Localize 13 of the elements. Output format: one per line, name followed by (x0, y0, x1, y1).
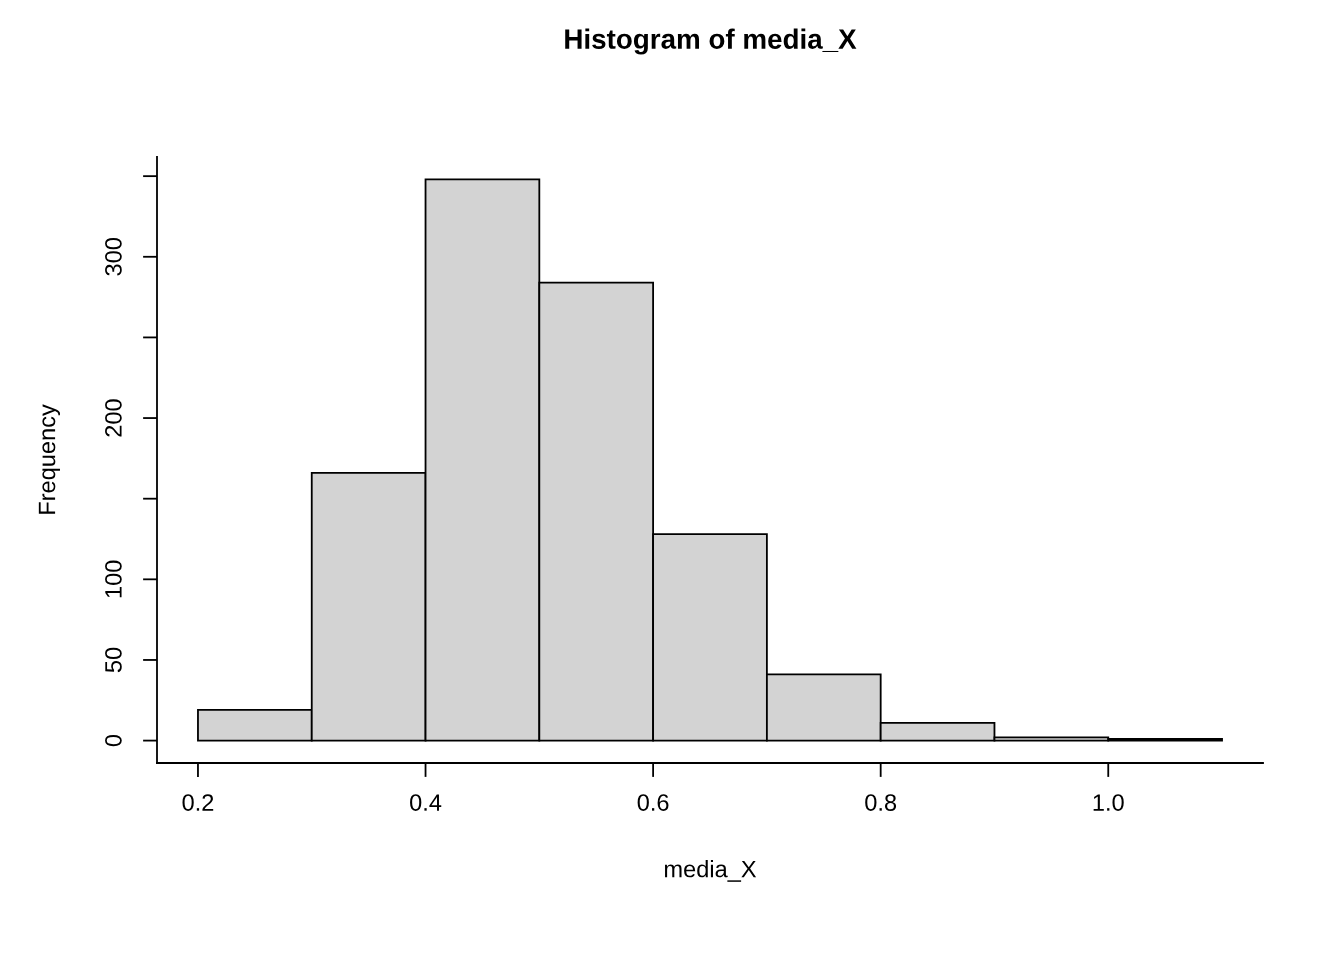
y-tick-label: 50 (105, 647, 122, 673)
x-tick-label: 0.6 (637, 794, 669, 811)
x-tick-label: 0.4 (410, 794, 442, 811)
y-tick-label: 200 (105, 399, 122, 437)
y-axis-title: Frequency (38, 404, 60, 514)
y-tick-label: 0 (105, 734, 122, 747)
chart-title: Histogram of media_X (565, 28, 857, 55)
y-tick-label: 100 (105, 560, 122, 598)
x-axis-title: media_X (664, 860, 757, 882)
x-tick-label: 1.0 (1093, 794, 1124, 811)
y-tick-label: 300 (105, 238, 122, 276)
x-tick-label: 0.2 (182, 794, 214, 811)
x-tick-label: 0.8 (865, 794, 897, 811)
